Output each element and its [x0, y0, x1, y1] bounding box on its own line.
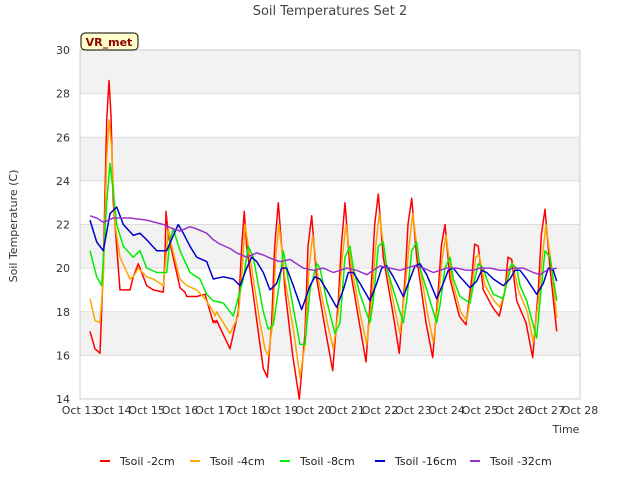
station-badge: VR_met — [80, 32, 139, 51]
x-tick-label: Oct 17 — [195, 404, 232, 417]
legend-label: Tsoil -2cm — [119, 455, 175, 468]
x-tick-label: Oct 24 — [428, 404, 465, 417]
grid-band — [80, 50, 580, 94]
x-tick-label: Oct 14 — [95, 404, 132, 417]
y-tick-label: 26 — [56, 131, 70, 144]
x-tick-label: Oct 20 — [295, 404, 332, 417]
y-tick-label: 28 — [56, 88, 70, 101]
grid-layer — [80, 49, 580, 400]
x-tick-label: Oct 28 — [562, 404, 599, 417]
legend-label: Tsoil -4cm — [209, 455, 265, 468]
y-tick-label: 16 — [56, 349, 70, 362]
y-tick-label: 14 — [56, 393, 70, 406]
station-label: VR_met — [86, 36, 133, 49]
x-tick-label: Oct 27 — [528, 404, 565, 417]
plot-border — [79, 49, 581, 400]
y-tick-label: 30 — [56, 44, 70, 57]
y-tick-label: 24 — [56, 175, 70, 188]
series-line-tsoil-32cm — [89, 215, 557, 276]
x-tick-label: Oct 18 — [228, 404, 265, 417]
legend-label: Tsoil -16cm — [394, 455, 457, 468]
x-axis-label: Time — [552, 423, 580, 436]
y-tick-label: 18 — [56, 306, 70, 319]
legend-label: Tsoil -32cm — [489, 455, 552, 468]
y-axis-label: Soil Temperature (C) — [7, 170, 20, 283]
x-tick-label: Oct 15 — [128, 404, 165, 417]
x-tick-label: Oct 22 — [362, 404, 399, 417]
x-tick-label: Oct 26 — [495, 404, 532, 417]
series-layer — [89, 79, 558, 400]
y-tick-label: 22 — [56, 219, 70, 232]
legend-label: Tsoil -8cm — [299, 455, 355, 468]
station-badge-box — [80, 32, 139, 51]
y-tick-label: 20 — [56, 262, 70, 275]
x-tick-label: Oct 25 — [462, 404, 499, 417]
x-tick-label: Oct 13 — [62, 404, 99, 417]
x-tick-label: Oct 23 — [395, 404, 432, 417]
x-tick-label: Oct 19 — [262, 404, 299, 417]
chart-title: Soil Temperatures Set 2 — [253, 4, 408, 19]
grid-band — [80, 137, 580, 181]
y-tick-labels: 14 16 18 20 22 24 26 28 30 — [56, 44, 70, 406]
series-line-tsoil-4cm — [89, 119, 558, 378]
legend: Tsoil -2cm Tsoil -4cm Tsoil -8cm Tsoil -16c… — [100, 455, 552, 468]
grid-band — [80, 224, 580, 269]
x-tick-label: Oct 21 — [328, 404, 365, 417]
x-tick-label: Oct 16 — [162, 404, 199, 417]
